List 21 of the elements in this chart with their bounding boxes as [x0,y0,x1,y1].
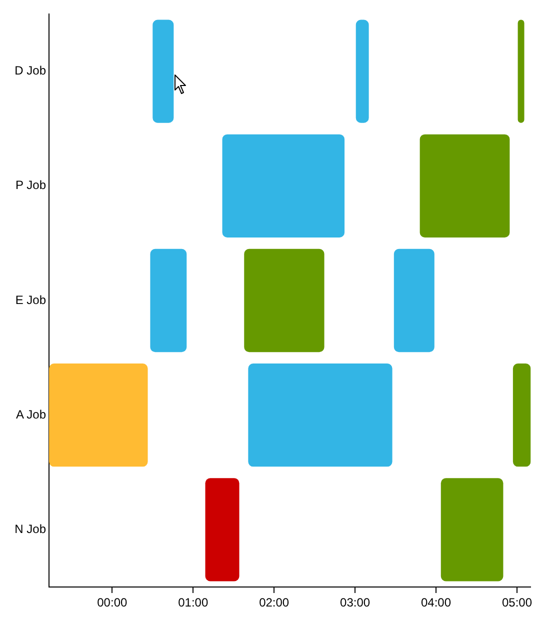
y-tick-label: P Job [16,178,46,192]
x-tick-label: 03:00 [340,596,370,610]
bar [518,20,524,123]
bar [244,248,324,352]
x-tick-label: 02:00 [259,596,290,610]
bar [49,364,148,467]
y-tick-label: E Job [15,292,46,307]
x-tick-label: 00:00 [97,596,128,610]
bar [205,478,240,582]
y-tick-label: D Job [14,64,46,78]
bar [512,364,531,467]
x-tick-label: 01:00 [178,596,208,610]
y-tick-label: N Job [14,522,46,536]
y-tick-label: A Job [16,407,46,422]
bar [152,20,174,123]
x-tick-label: 05:00 [502,596,532,610]
bar [420,134,510,238]
bar [222,134,345,238]
bar [440,478,504,582]
x-tick-label: 04:00 [421,596,452,610]
bar [150,248,187,352]
